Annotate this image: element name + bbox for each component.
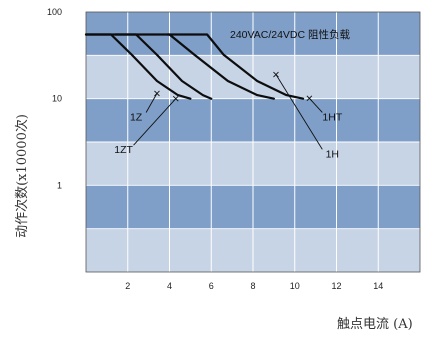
series-line-1h xyxy=(114,33,275,100)
plot-frame xyxy=(85,11,421,273)
series-pointer-line xyxy=(133,98,177,146)
series-label-1ht: 1HT xyxy=(322,111,342,123)
grid-lines xyxy=(86,12,420,272)
series-label-1z: 1Z xyxy=(130,111,143,123)
x-tick-label: 12 xyxy=(331,281,341,291)
x-tick-label: 6 xyxy=(209,281,214,291)
series-label-1zt: 1ZT xyxy=(114,144,133,156)
x-tick-label: 14 xyxy=(373,281,383,291)
tick-labels: 2 4 6 8 10 12 14 100 10 1 xyxy=(47,7,383,291)
x-axis-title: 触点电流 (A) xyxy=(337,317,413,332)
series-pointer-line xyxy=(145,93,158,113)
y-tick-label: 1 xyxy=(57,180,62,190)
x-tick-label: 10 xyxy=(290,281,300,291)
series-pointer-tip xyxy=(172,95,179,102)
x-tick-label: 4 xyxy=(167,281,172,291)
x-tick-label: 8 xyxy=(250,281,255,291)
series-pointer-tip xyxy=(306,95,313,102)
series-curves: 1Z 1ZT 1H 1HT xyxy=(84,33,343,160)
series-pointer-tip xyxy=(273,71,279,78)
series-pointer-line xyxy=(275,74,323,150)
x-tick-label: 2 xyxy=(125,281,130,291)
series-label-1h: 1H xyxy=(326,148,339,160)
series-pointer-tip xyxy=(154,90,160,97)
annotation-label: 240VAC/24VDC 阻性负载 xyxy=(230,28,351,41)
y-tick-label: 100 xyxy=(47,7,62,17)
series-line-1ht xyxy=(166,33,305,100)
y-tick-label: 10 xyxy=(52,94,62,104)
y-axis-title: 动作次数(x10000次) xyxy=(14,114,30,238)
